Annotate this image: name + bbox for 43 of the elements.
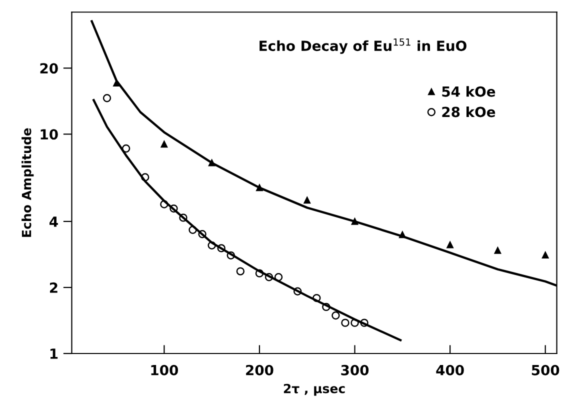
point — [217, 244, 226, 252]
point — [341, 318, 350, 327]
y-tick-label: 1 — [50, 348, 58, 359]
point — [274, 273, 283, 282]
point — [350, 318, 359, 327]
point — [188, 226, 197, 234]
point — [312, 294, 321, 302]
point — [170, 204, 178, 213]
x-tick-label: 300 — [341, 364, 369, 376]
legend-label: 28 kOe — [442, 106, 496, 118]
point — [236, 267, 245, 276]
point — [360, 318, 368, 327]
y-tick-label: 4 — [50, 216, 58, 227]
point — [293, 287, 302, 296]
x-axis-title: 2τ , μsec — [284, 384, 345, 396]
y-axis-title: Echo Amplitude — [22, 128, 34, 237]
y-tick-label: 2 — [50, 282, 58, 293]
point — [160, 200, 168, 208]
point — [102, 94, 112, 102]
point — [208, 241, 216, 250]
point — [322, 302, 330, 312]
point — [332, 311, 340, 320]
line-series — [92, 98, 402, 342]
point — [446, 241, 454, 248]
point — [179, 214, 188, 222]
y-tick-label: 10 — [40, 129, 58, 140]
point — [494, 247, 502, 254]
point — [304, 196, 311, 204]
point — [160, 140, 168, 148]
text: Echo Decay of Eu$^{151}$ in EuO — [260, 38, 466, 54]
x-tick-label: 100 — [151, 364, 178, 376]
point — [122, 144, 130, 153]
x-tick-label: 500 — [532, 364, 560, 376]
point — [542, 252, 549, 258]
point — [226, 251, 235, 260]
point — [255, 269, 264, 278]
x-tick-label: 200 — [246, 364, 274, 376]
point — [141, 173, 150, 182]
point — [198, 230, 206, 238]
y-tick-label: 20 — [40, 63, 58, 74]
x-tick-label: 400 — [436, 364, 464, 376]
point — [264, 273, 274, 282]
legend-label: 54 kOe — [442, 86, 496, 97]
